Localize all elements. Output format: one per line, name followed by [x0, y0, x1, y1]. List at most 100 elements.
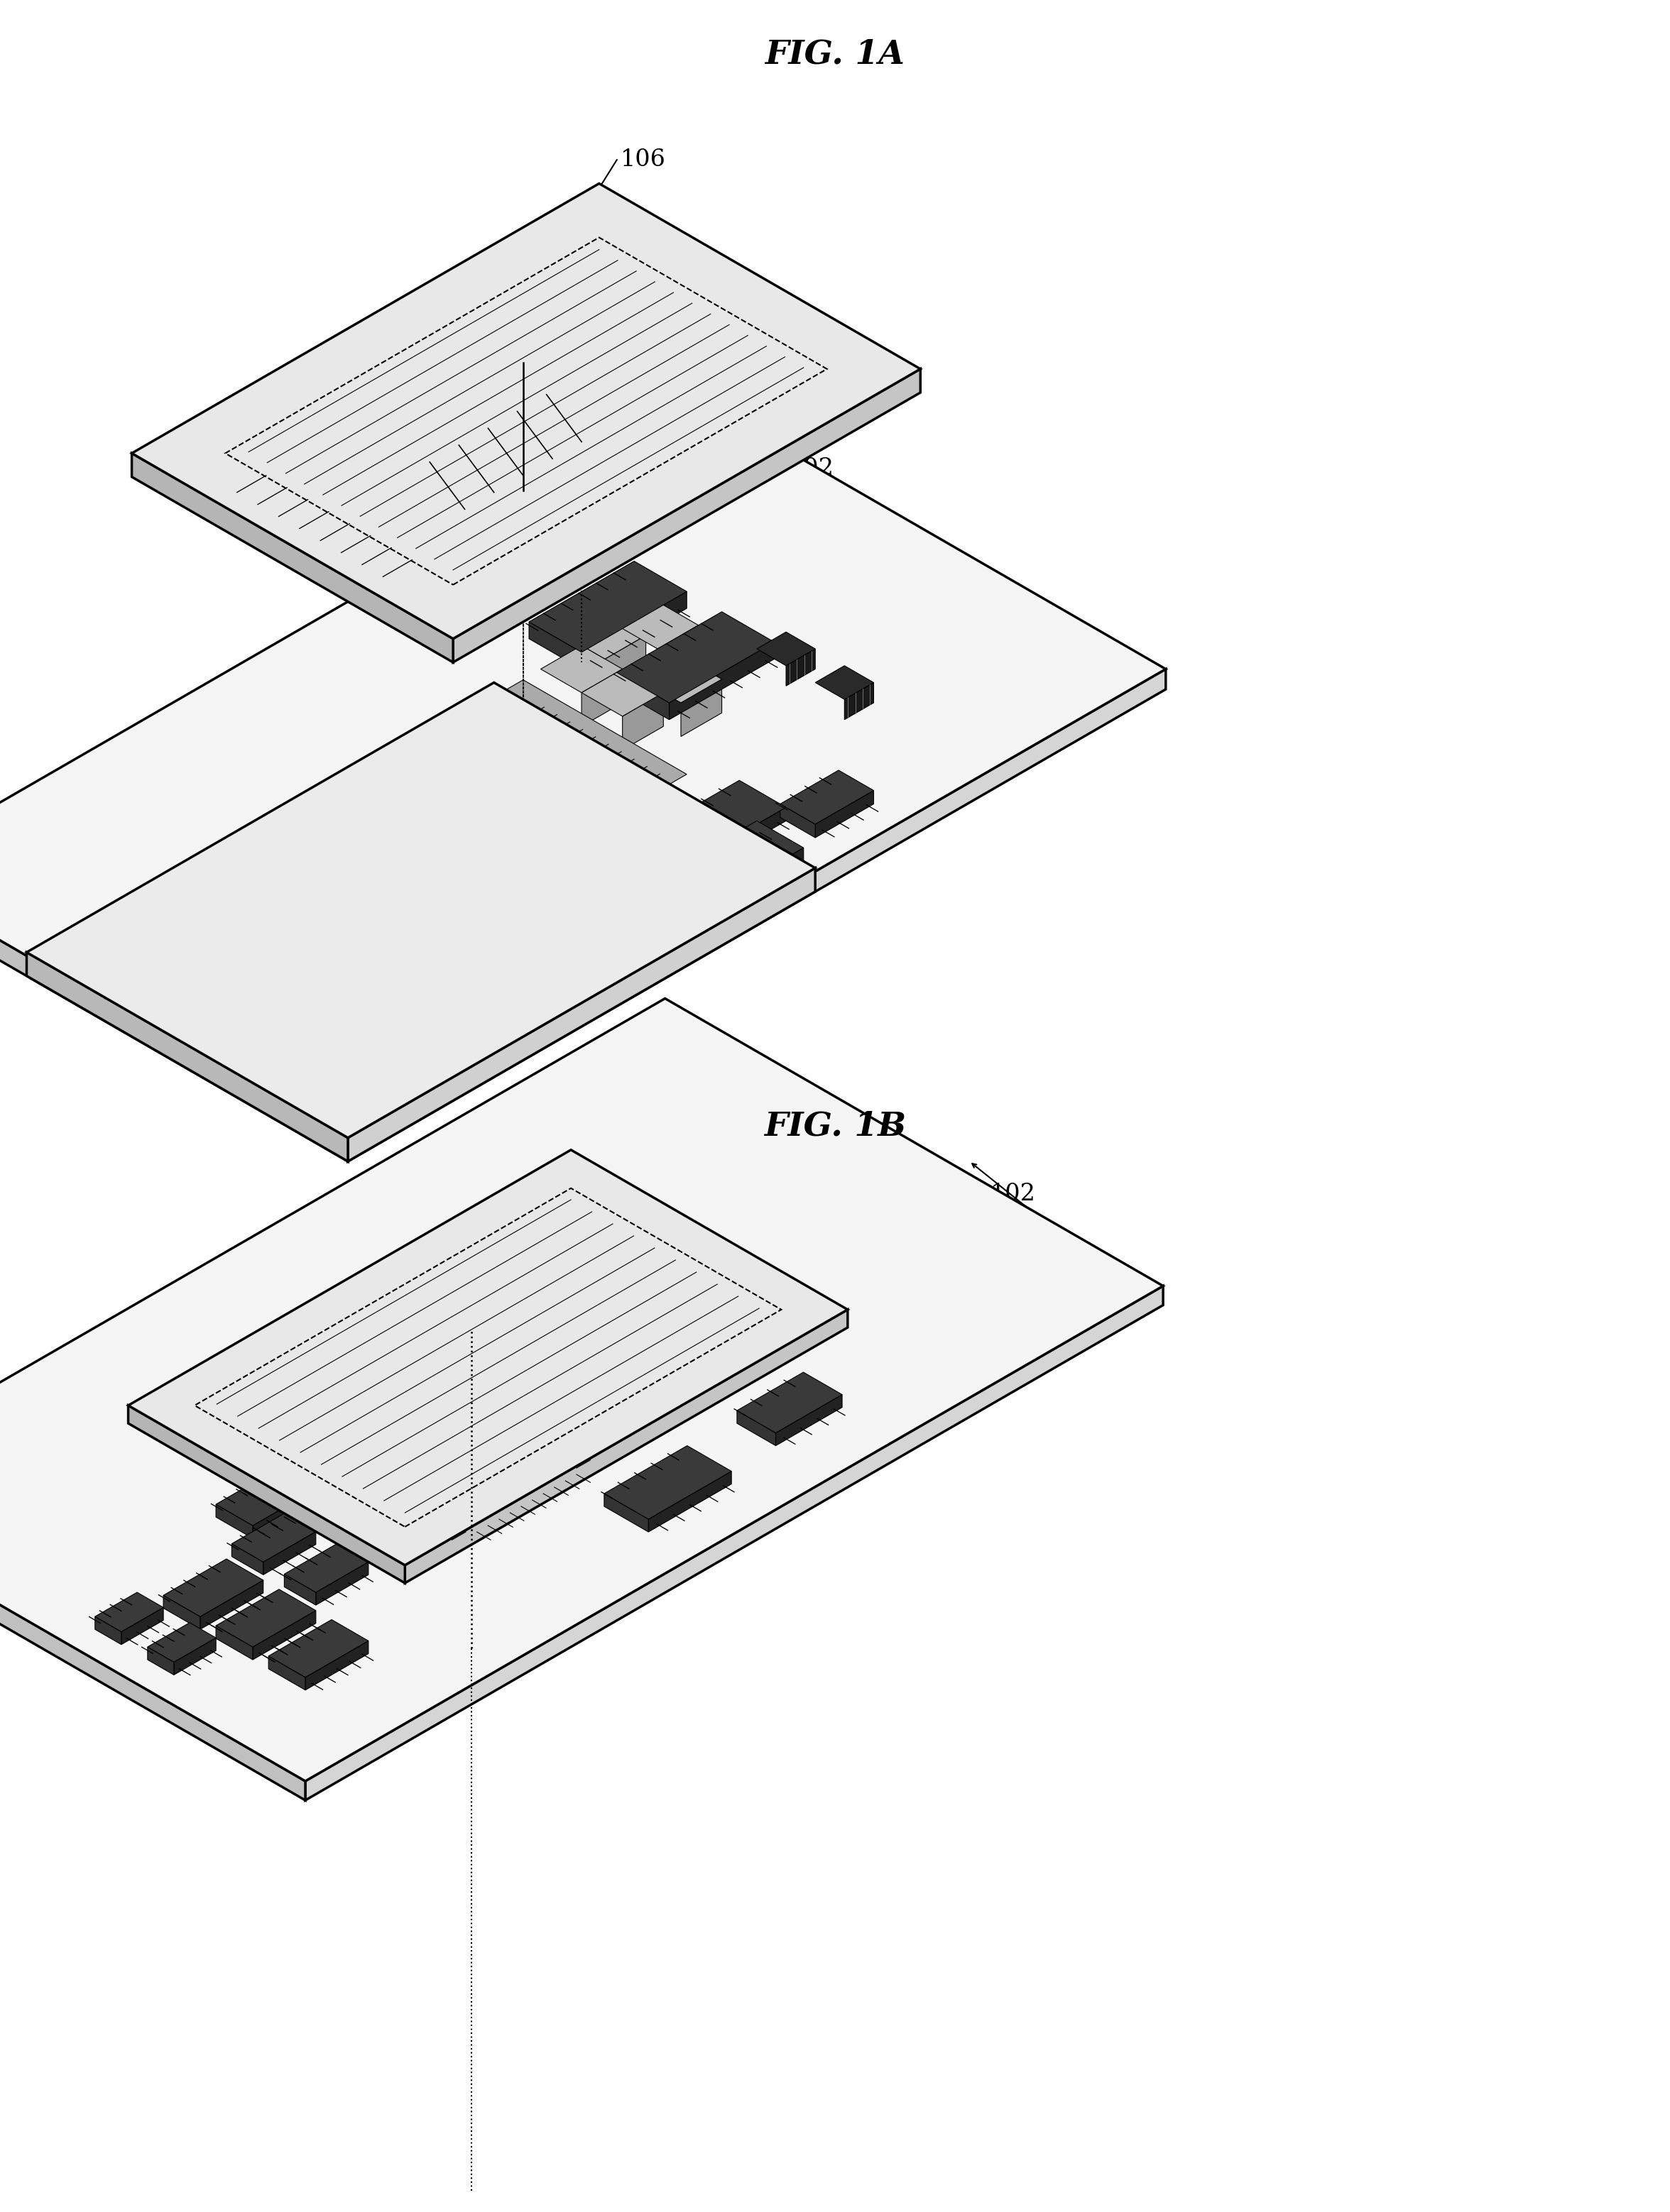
Polygon shape [394, 774, 523, 872]
Text: 106: 106 [730, 1199, 777, 1221]
Polygon shape [651, 781, 787, 858]
Polygon shape [559, 1270, 638, 1314]
Polygon shape [787, 648, 815, 686]
Polygon shape [0, 400, 1166, 1141]
Text: 108: 108 [493, 1292, 538, 1314]
Polygon shape [559, 1279, 710, 1365]
Polygon shape [593, 925, 663, 980]
Polygon shape [230, 918, 301, 973]
Polygon shape [172, 967, 249, 1009]
Polygon shape [670, 872, 716, 916]
Polygon shape [605, 1447, 731, 1520]
Polygon shape [670, 641, 775, 719]
Polygon shape [616, 602, 698, 648]
Polygon shape [564, 613, 646, 659]
Polygon shape [215, 1504, 252, 1537]
Polygon shape [605, 1493, 648, 1533]
Polygon shape [172, 993, 202, 1024]
Polygon shape [327, 1378, 615, 1544]
Polygon shape [289, 818, 359, 872]
Text: FIG. 1B: FIG. 1B [763, 1110, 907, 1141]
Polygon shape [478, 1232, 626, 1318]
Polygon shape [0, 998, 1162, 1781]
Polygon shape [581, 668, 663, 717]
Polygon shape [566, 1356, 605, 1411]
Polygon shape [95, 1593, 164, 1632]
Polygon shape [670, 821, 803, 898]
Polygon shape [598, 1292, 638, 1347]
Polygon shape [845, 684, 873, 719]
Polygon shape [147, 1648, 174, 1674]
Polygon shape [316, 1562, 369, 1606]
Polygon shape [129, 1150, 848, 1566]
Polygon shape [780, 803, 815, 838]
Polygon shape [202, 982, 249, 1024]
Polygon shape [269, 1619, 369, 1677]
Polygon shape [780, 770, 873, 825]
Polygon shape [132, 453, 453, 661]
Polygon shape [0, 872, 347, 1161]
Polygon shape [264, 1531, 316, 1575]
Polygon shape [453, 369, 920, 661]
Polygon shape [347, 867, 815, 1161]
Polygon shape [361, 1462, 471, 1544]
Polygon shape [289, 953, 359, 1006]
Polygon shape [132, 184, 920, 639]
Polygon shape [0, 1493, 306, 1801]
Polygon shape [307, 1002, 347, 1040]
Polygon shape [27, 684, 815, 1137]
Polygon shape [359, 679, 686, 869]
Polygon shape [621, 1343, 660, 1398]
Polygon shape [215, 1469, 316, 1526]
Polygon shape [523, 774, 651, 872]
Polygon shape [541, 646, 623, 692]
Polygon shape [559, 1336, 610, 1382]
Polygon shape [509, 1279, 588, 1325]
Polygon shape [232, 1544, 264, 1575]
Text: 102: 102 [788, 458, 833, 480]
Polygon shape [144, 949, 190, 989]
Polygon shape [200, 1579, 264, 1630]
Polygon shape [164, 1559, 264, 1617]
Polygon shape [190, 936, 230, 973]
Polygon shape [249, 929, 359, 993]
Polygon shape [114, 960, 144, 989]
Text: 104: 104 [466, 821, 511, 843]
Polygon shape [605, 635, 646, 692]
Polygon shape [640, 655, 721, 703]
Text: 108: 108 [544, 325, 590, 347]
Polygon shape [658, 626, 698, 684]
Polygon shape [526, 1334, 566, 1389]
Polygon shape [324, 878, 418, 931]
Polygon shape [757, 633, 815, 666]
Polygon shape [623, 692, 663, 750]
Polygon shape [815, 666, 873, 699]
Polygon shape [698, 807, 787, 872]
Polygon shape [27, 953, 347, 1161]
Polygon shape [147, 1624, 215, 1661]
Polygon shape [249, 834, 289, 872]
Polygon shape [394, 701, 651, 849]
Polygon shape [526, 1334, 605, 1378]
Polygon shape [129, 1405, 404, 1584]
Polygon shape [359, 898, 418, 945]
Polygon shape [529, 562, 686, 653]
Polygon shape [581, 668, 623, 726]
Polygon shape [301, 865, 359, 911]
Polygon shape [616, 613, 775, 703]
Polygon shape [478, 1290, 526, 1334]
Polygon shape [716, 847, 803, 916]
Polygon shape [269, 1657, 306, 1690]
Polygon shape [648, 1471, 731, 1533]
Polygon shape [164, 1595, 200, 1630]
Polygon shape [347, 668, 1166, 1161]
Polygon shape [95, 1617, 122, 1644]
Polygon shape [361, 1398, 583, 1526]
Polygon shape [232, 1513, 316, 1562]
Polygon shape [215, 1626, 252, 1659]
Polygon shape [249, 969, 289, 1006]
Polygon shape [347, 987, 418, 1040]
Polygon shape [284, 1544, 369, 1593]
Polygon shape [610, 1307, 710, 1382]
Polygon shape [583, 1321, 660, 1365]
